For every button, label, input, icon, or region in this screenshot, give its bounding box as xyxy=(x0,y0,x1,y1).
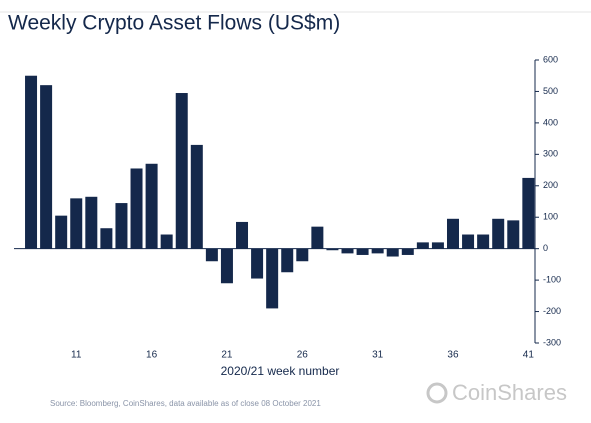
bar xyxy=(236,221,249,249)
chart-title: Weekly Crypto Asset Flows (US$m) xyxy=(8,12,340,35)
bar xyxy=(190,144,203,249)
y-tick-label: 100 xyxy=(543,212,558,222)
bar xyxy=(25,75,38,249)
y-tick-label: 600 xyxy=(543,54,558,64)
bar xyxy=(205,248,218,262)
source-note: Source: Bloomberg, CoinShares, data avai… xyxy=(50,399,321,408)
bar xyxy=(70,198,83,249)
bar xyxy=(462,234,475,249)
y-tick-label: -100 xyxy=(543,274,561,284)
bar xyxy=(356,248,369,255)
y-tick-label: 400 xyxy=(543,117,558,127)
y-tick-label: 300 xyxy=(543,149,558,159)
bar xyxy=(326,248,339,251)
bar xyxy=(311,226,324,249)
bar xyxy=(492,218,505,249)
bar xyxy=(115,203,128,249)
bar xyxy=(341,248,354,254)
bar xyxy=(416,242,429,249)
bar xyxy=(175,93,188,249)
bar xyxy=(522,177,535,249)
bar xyxy=(85,196,98,249)
x-tick-label: 41 xyxy=(523,350,535,361)
bar xyxy=(220,248,233,284)
bar xyxy=(477,234,490,249)
brand-name: CoinShares xyxy=(452,380,567,405)
bar xyxy=(446,218,459,249)
y-tick-label: 200 xyxy=(543,180,558,190)
y-tick-label: -200 xyxy=(543,306,561,316)
bar xyxy=(296,248,309,262)
bar xyxy=(431,242,444,249)
x-tick-label: 26 xyxy=(297,350,309,361)
y-tick-label: -300 xyxy=(543,337,561,347)
x-tick-label: 21 xyxy=(221,350,233,361)
bar xyxy=(160,234,173,249)
bar xyxy=(266,248,279,309)
bar xyxy=(401,248,414,255)
brand-logo xyxy=(426,382,448,404)
bar xyxy=(55,215,68,249)
bar xyxy=(130,168,143,249)
bar xyxy=(507,220,520,249)
bar xyxy=(251,248,264,279)
y-tick-label: 500 xyxy=(543,86,558,96)
x-tick-label: 31 xyxy=(372,350,384,361)
x-tick-label: 36 xyxy=(447,350,459,361)
bar xyxy=(386,248,399,257)
bar xyxy=(145,163,158,249)
x-tick-label: 16 xyxy=(146,350,158,361)
bar xyxy=(100,228,113,249)
bar xyxy=(281,248,294,273)
bar xyxy=(371,248,384,254)
y-tick-label: 0 xyxy=(543,243,548,253)
x-axis-label: 2020/21 week number xyxy=(221,364,340,378)
bar xyxy=(40,85,53,249)
x-tick-label: 11 xyxy=(71,350,82,361)
